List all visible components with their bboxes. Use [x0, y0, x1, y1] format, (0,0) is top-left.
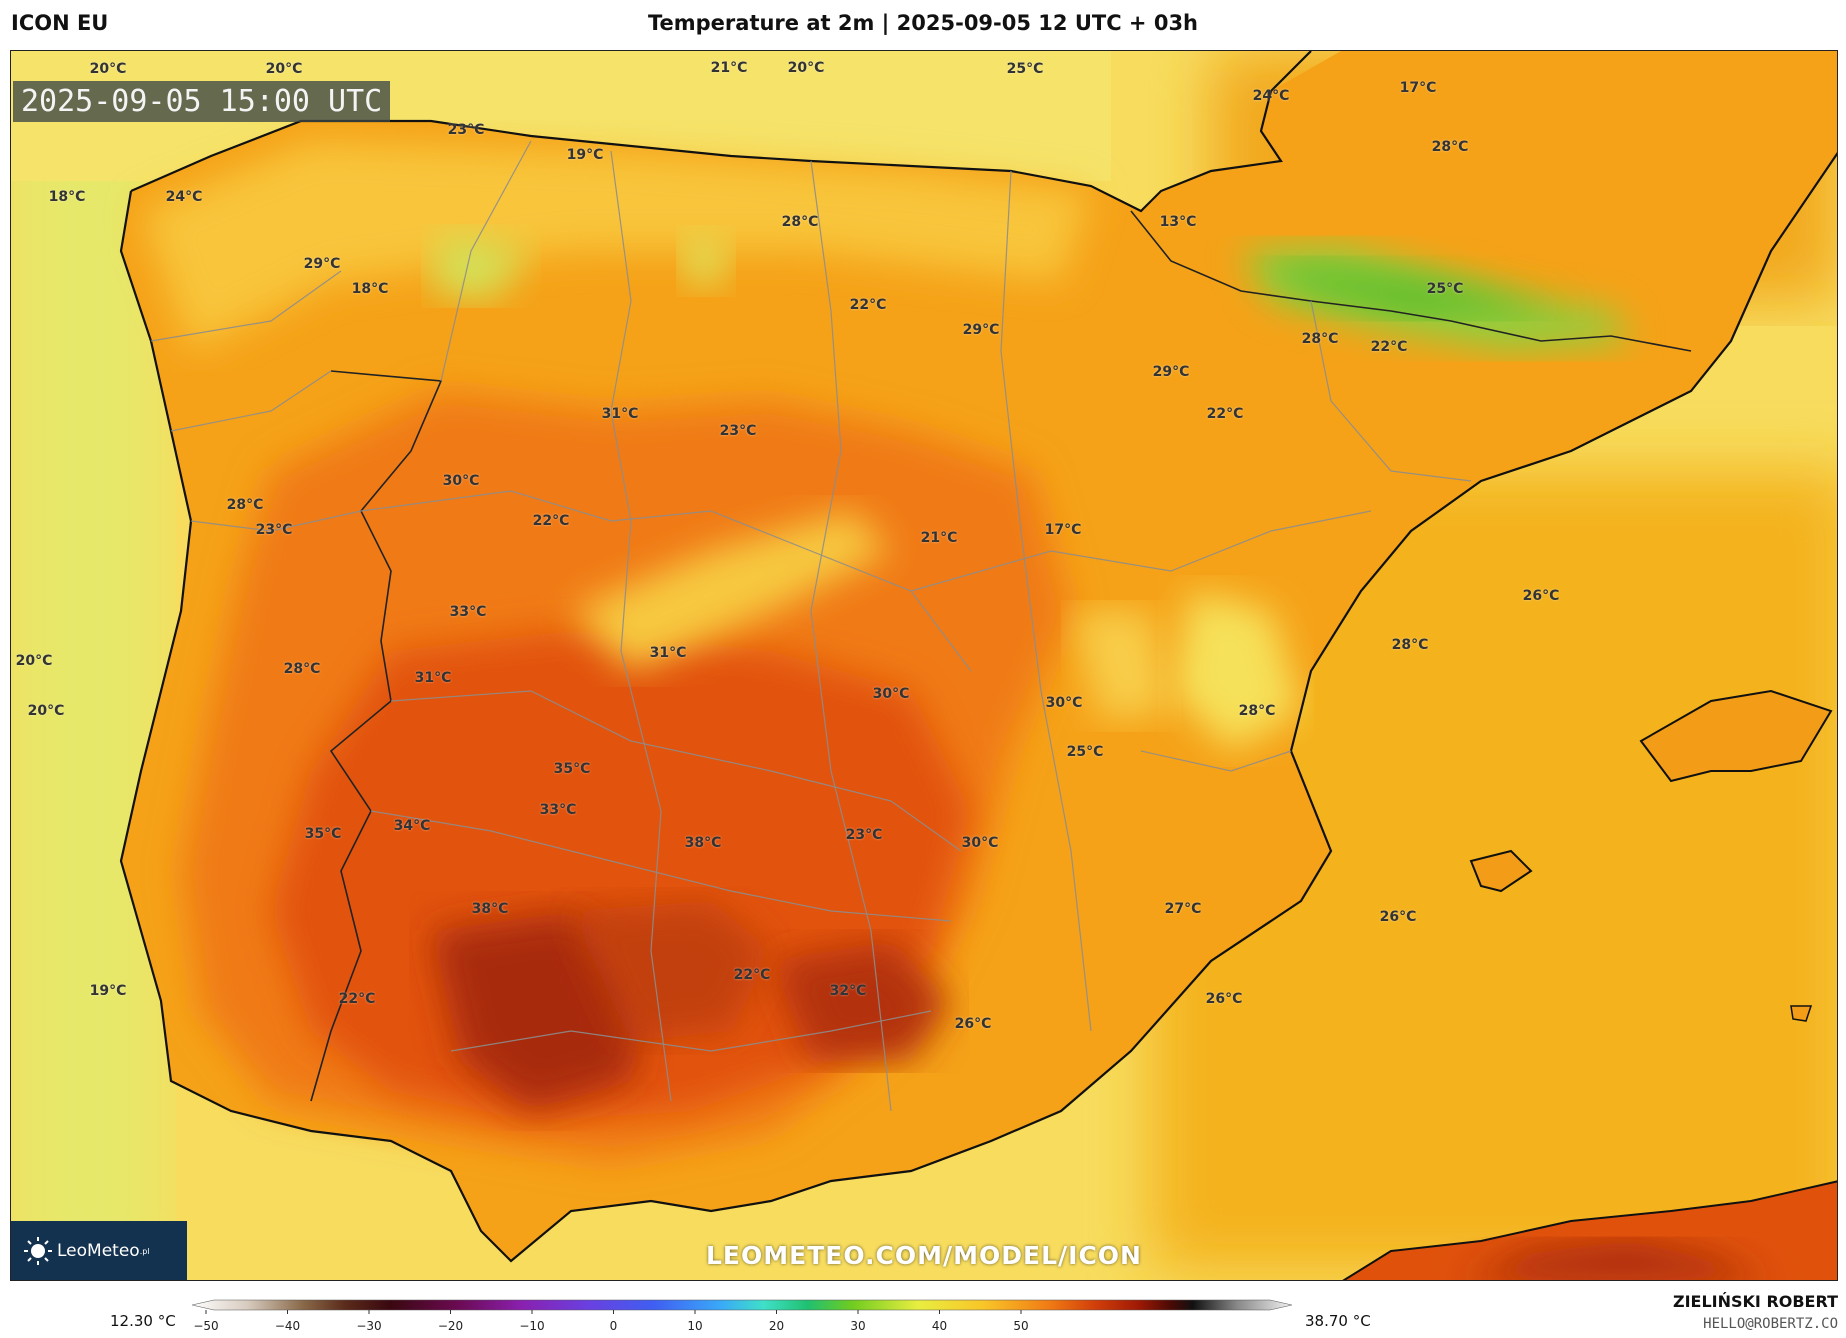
leometeo-logo[interactable]: LeoMeteo .pl	[11, 1221, 187, 1280]
temperature-label: 17°C	[1399, 80, 1437, 96]
temperature-label: 23°C	[447, 122, 485, 138]
temperature-label: 20°C	[265, 61, 303, 77]
temperature-label: 29°C	[962, 322, 1000, 338]
temperature-label: 28°C	[1431, 139, 1469, 155]
temperature-label: 18°C	[48, 189, 86, 205]
temperature-label: 21°C	[920, 530, 958, 546]
logo-text: LeoMeteo	[57, 1241, 140, 1261]
balearic-ibiza	[1469, 849, 1533, 893]
temperature-label: 23°C	[845, 827, 883, 843]
temperature-label: 29°C	[303, 256, 341, 272]
temperature-label: 26°C	[1379, 909, 1417, 925]
temperature-label: 34°C	[393, 818, 431, 834]
map-fill	[11, 51, 1837, 1280]
model-name: ICON EU	[11, 11, 109, 35]
temperature-label: 29°C	[1152, 364, 1190, 380]
temperature-label: 26°C	[1522, 588, 1560, 604]
temperature-label: 20°C	[89, 61, 127, 77]
north-africa	[1342, 1180, 1837, 1280]
temperature-label: 35°C	[304, 826, 342, 842]
temperature-label: 26°C	[954, 1016, 992, 1032]
temperature-map[interactable]: 2025-09-05 15:00 UTC 20°C 20°C 21°C 20°C 25°…	[10, 50, 1838, 1281]
temperature-label: 28°C	[283, 661, 321, 677]
temperature-label: 30°C	[961, 835, 999, 851]
temperature-label: 28°C	[1238, 703, 1276, 719]
temperature-label: 25°C	[1066, 744, 1104, 760]
site-watermark: LEOMETEO.COM/MODEL/ICON	[705, 1241, 1142, 1270]
temperature-label: 19°C	[566, 147, 604, 163]
colorbar-tick-label: −40	[275, 1319, 300, 1333]
temperature-label: 22°C	[849, 297, 887, 313]
temperature-label: 18°C	[351, 281, 389, 297]
temperature-label: 33°C	[449, 604, 487, 620]
temperature-label: 22°C	[532, 513, 570, 529]
temperature-label: 23°C	[255, 522, 293, 538]
temperature-label: 28°C	[1301, 331, 1339, 347]
temperature-label: 38°C	[471, 901, 509, 917]
sun-icon	[24, 1237, 52, 1265]
temperature-label: 20°C	[787, 60, 825, 76]
temperature-label: 22°C	[1370, 339, 1408, 355]
temperature-label: 28°C	[226, 497, 264, 513]
valid-time-badge: 2025-09-05 15:00 UTC	[13, 81, 391, 122]
author-name: ZIELIŃSKI ROBERT	[1672, 1292, 1838, 1311]
temperature-label: 22°C	[1206, 406, 1244, 422]
temperature-label: 28°C	[1391, 637, 1429, 653]
temperature-label: 38°C	[684, 835, 722, 851]
temperature-label: 17°C	[1044, 522, 1082, 538]
colorbar-min-label: 12.30 °C	[110, 1312, 176, 1330]
temperature-label: 35°C	[553, 761, 591, 777]
temperature-label: 25°C	[1006, 61, 1044, 77]
balearic-majorca	[1639, 689, 1833, 783]
temperature-label: 27°C	[1164, 901, 1202, 917]
land	[121, 51, 1837, 1261]
temperature-label: 25°C	[1426, 281, 1464, 297]
temperature-label: 32°C	[829, 983, 867, 999]
colorbar-tick-label: −30	[356, 1319, 381, 1333]
temperature-label: 33°C	[539, 802, 577, 818]
temperature-label: 26°C	[1205, 991, 1243, 1007]
colorbar-tick-label: 10	[687, 1319, 702, 1333]
temperature-label: 31°C	[649, 645, 687, 661]
colorbar-tick-label: 20	[769, 1319, 784, 1333]
temperature-label: 20°C	[27, 703, 65, 719]
temperature-label: 20°C	[15, 653, 53, 669]
temperature-label: 13°C	[1159, 214, 1197, 230]
colorbar-tick-label: −20	[438, 1319, 463, 1333]
colorbar-tick-label: 0	[610, 1319, 618, 1333]
colorbar-tick-label: −50	[193, 1319, 218, 1333]
colorbar-max-label: 38.70 °C	[1305, 1312, 1371, 1330]
author-email[interactable]: HELLO@ROBERTZ.CO	[1703, 1316, 1838, 1332]
temperature-label: 28°C	[781, 214, 819, 230]
colorbar-tick-label: −10	[519, 1319, 544, 1333]
colorbar-tick-label: 30	[850, 1319, 865, 1333]
temperature-label: 30°C	[442, 473, 480, 489]
temperature-label: 19°C	[89, 983, 127, 999]
temperature-label: 31°C	[414, 670, 452, 686]
temperature-label: 24°C	[1252, 88, 1290, 104]
colorbar: −50 −40 −30 −20 −10 0 10 20 30 40 50	[192, 1299, 1292, 1333]
temperature-label: 30°C	[1045, 695, 1083, 711]
temperature-label: 22°C	[733, 967, 771, 983]
temperature-label: 23°C	[719, 423, 757, 439]
temperature-label: 22°C	[338, 991, 376, 1007]
temperature-label: 21°C	[710, 60, 748, 76]
temperature-label: 24°C	[165, 189, 203, 205]
temperature-label: 31°C	[601, 406, 639, 422]
temperature-label: 30°C	[872, 686, 910, 702]
colorbar-tick-label: 40	[932, 1319, 947, 1333]
map-title: Temperature at 2m | 2025-09-05 12 UTC + …	[647, 11, 1199, 35]
colorbar-tick-label: 50	[1013, 1319, 1028, 1333]
logo-suffix: .pl	[139, 1246, 150, 1256]
